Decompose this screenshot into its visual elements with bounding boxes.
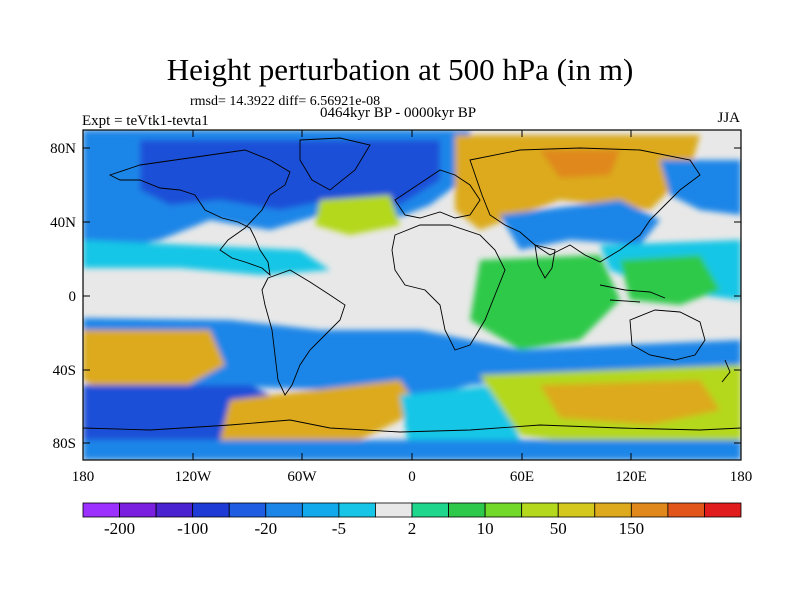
x-tick-label-60w: 60W bbox=[287, 469, 317, 485]
colorbar-swatch bbox=[228, 502, 267, 518]
colorbar-swatch bbox=[667, 502, 705, 518]
colorbar-swatch bbox=[375, 502, 413, 518]
y-tick-label-40s: 40S bbox=[53, 363, 76, 379]
colorbar-label: -20 bbox=[254, 519, 277, 538]
colorbar-label: -5 bbox=[332, 519, 346, 538]
coast-asia bbox=[469, 147, 701, 263]
colorbar-swatch bbox=[119, 502, 157, 518]
field-positive-south-pacific bbox=[83, 330, 225, 395]
colorbar-swatch bbox=[630, 502, 669, 518]
colorbar-swatch bbox=[265, 502, 303, 518]
coast-south-america bbox=[261, 269, 346, 396]
colorbar-swatch bbox=[704, 502, 742, 518]
x-tick-label-0: 0 bbox=[408, 469, 416, 485]
map-title: Height perturbation at 500 hPa (in m) bbox=[166, 52, 634, 87]
field-positive-south-atlantic bbox=[220, 380, 420, 455]
colorbar bbox=[82, 502, 742, 518]
x-tick-label-60e: 60E bbox=[510, 469, 534, 485]
coast-indonesia bbox=[599, 284, 666, 303]
y-tick-label-80n: 80N bbox=[50, 141, 76, 157]
field-strong-negative-north bbox=[140, 140, 440, 210]
coast-australia bbox=[629, 309, 706, 361]
x-tick-labels: 180 120W 60W 0 60E 120E 180 bbox=[72, 469, 753, 485]
field-negative-pacific bbox=[660, 160, 741, 215]
season-label: JJA bbox=[717, 110, 740, 126]
coast-new-zealand bbox=[721, 359, 731, 383]
coast-north-america bbox=[108, 149, 291, 277]
field-max-positive-eurasia bbox=[540, 150, 620, 178]
coast-europe bbox=[394, 169, 481, 219]
y-tick-label-80s: 80S bbox=[53, 436, 76, 452]
coast-antarctica bbox=[83, 419, 741, 433]
y-tick-labels: 80N 40N 0 40S 80S bbox=[50, 141, 76, 452]
y-tick-label-0: 0 bbox=[69, 289, 77, 305]
colorbar-label: 150 bbox=[619, 519, 645, 538]
colorbar-label: 2 bbox=[408, 519, 417, 538]
coast-india bbox=[534, 244, 556, 279]
field-negative-asia bbox=[500, 200, 660, 250]
field-positive-eurasia bbox=[455, 135, 700, 230]
x-tick-label-180e: 180 bbox=[730, 469, 753, 485]
y-tick-label-40n: 40N bbox=[50, 215, 76, 231]
x-tick-label-180w: 180 bbox=[72, 469, 95, 485]
y-tick-marks bbox=[83, 147, 741, 444]
experiment-label: Expt = teVtk1-tevta1 bbox=[82, 113, 209, 129]
field-strong-negative-antarctic bbox=[83, 440, 741, 460]
rmsd-diff-stats: rmsd= 14.3922 diff= 6.56921e-08 bbox=[190, 94, 381, 109]
time-period-label: 0464kyr BP - 0000kyr BP bbox=[320, 105, 477, 121]
height-perturbation-field bbox=[83, 130, 741, 460]
colorbar-label: 10 bbox=[477, 519, 494, 538]
x-tick-label-120e: 120E bbox=[615, 469, 647, 485]
field-strong-positive-southern-ocean bbox=[540, 380, 720, 425]
colorbar-swatch bbox=[448, 502, 486, 518]
colorbar-swatch bbox=[484, 502, 523, 518]
colorbar-swatch bbox=[338, 502, 376, 518]
colorbar-swatch bbox=[411, 502, 449, 518]
colorbar-swatch bbox=[192, 502, 230, 518]
colorbar-labels: -200 -100 -20 -5 2 10 50 150 bbox=[104, 519, 644, 538]
coast-africa bbox=[391, 224, 506, 351]
colorbar-swatch bbox=[82, 502, 120, 518]
colorbar-swatch bbox=[301, 502, 340, 518]
colorbar-label: -100 bbox=[177, 519, 208, 538]
x-tick-marks bbox=[82, 130, 742, 460]
coastlines bbox=[83, 137, 741, 433]
colorbar-swatch bbox=[521, 502, 559, 518]
field-positive-atlantic bbox=[315, 195, 400, 235]
colorbar-label: -200 bbox=[104, 519, 135, 538]
colorbar-swatch bbox=[557, 502, 596, 518]
field-weak-positive-seasia bbox=[620, 255, 720, 305]
coast-greenland bbox=[299, 137, 371, 191]
field-negative-south-belt bbox=[83, 318, 741, 400]
colorbar-swatch bbox=[155, 502, 194, 518]
x-tick-label-120w: 120W bbox=[175, 469, 213, 485]
colorbar-swatch bbox=[594, 502, 632, 518]
colorbar-label: 50 bbox=[550, 519, 567, 538]
field-weak-positive-africa bbox=[470, 255, 620, 350]
